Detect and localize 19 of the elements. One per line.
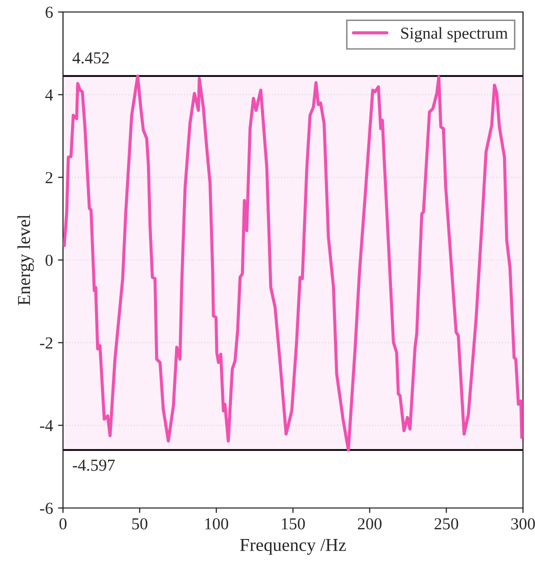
- x-axis-title: Frequency /Hz: [240, 538, 346, 555]
- y-axis-title: Energy level: [17, 214, 34, 306]
- x-tick-label: 250: [434, 518, 458, 530]
- y-tick-label: 0: [46, 254, 53, 266]
- y-tick-label: -4: [40, 420, 54, 432]
- x-tick-label: 0: [59, 518, 67, 530]
- y-tick-label: 4: [45, 89, 54, 100]
- y-tick-label: -2: [40, 337, 52, 348]
- x-tick-label: 100: [205, 518, 228, 530]
- legend-label: Signal spectrum: [401, 27, 508, 42]
- x-tick-label: 200: [358, 518, 382, 530]
- y-tick-label: 6: [46, 6, 53, 18]
- ref-line-label: 4.452: [72, 52, 109, 64]
- x-tick-label: 150: [282, 518, 305, 530]
- ref-line-label: -4.597: [72, 460, 115, 471]
- y-tick-label: 2: [46, 172, 52, 184]
- x-tick-label: 50: [132, 518, 148, 530]
- y-tick-label: -6: [40, 502, 53, 514]
- x-tick-label: 300: [511, 518, 535, 530]
